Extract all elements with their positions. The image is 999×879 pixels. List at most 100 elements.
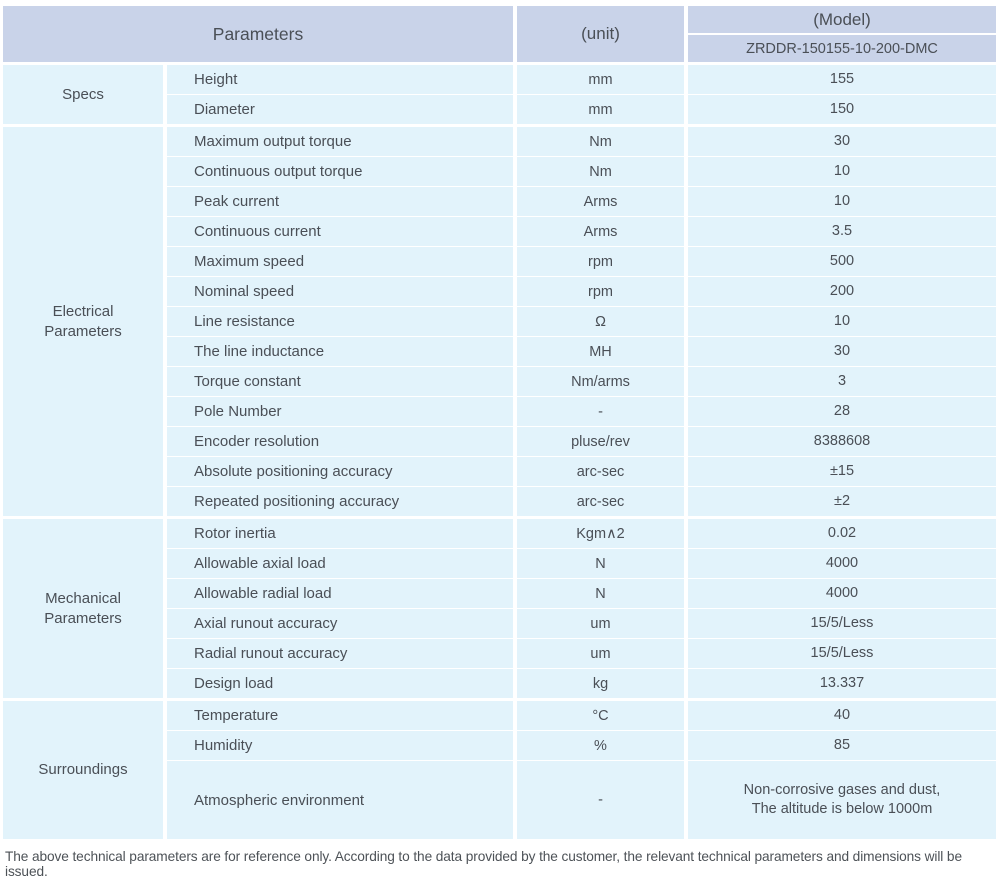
param-cell: Continuous output torque — [167, 157, 513, 186]
param-cell: Repeated positioning accuracy — [167, 487, 513, 516]
value-cell: 28 — [688, 397, 996, 426]
section-label-surroundings: Surroundings — [3, 701, 163, 839]
table-row: Nominal speed rpm 200 — [167, 277, 996, 306]
value-cell: 4000 — [688, 549, 996, 578]
unit-cell: °C — [517, 701, 684, 730]
table-row: Rotor inertia Kgm∧2 0.02 — [167, 519, 996, 548]
value-cell: 30 — [688, 337, 996, 366]
param-cell: Line resistance — [167, 307, 513, 336]
table-row: Torque constant Nm/arms 3 — [167, 367, 996, 396]
section-electrical-rows: Maximum output torque Nm 30 Continuous o… — [167, 127, 996, 516]
value-cell: 13.337 — [688, 669, 996, 698]
table-row: Diameter mm 150 — [167, 95, 996, 124]
section-specs-rows: Height mm 155 Diameter mm 150 — [167, 65, 996, 124]
param-cell: The line inductance — [167, 337, 513, 366]
table-row: Allowable radial load N 4000 — [167, 579, 996, 608]
param-cell: Peak current — [167, 187, 513, 216]
param-cell: Atmospheric environment — [167, 761, 513, 839]
section-surroundings-rows: Temperature °C 40 Humidity % 85 Atmosphe… — [167, 701, 996, 839]
value-cell: 4000 — [688, 579, 996, 608]
unit-cell: - — [517, 761, 684, 839]
param-cell: Encoder resolution — [167, 427, 513, 456]
value-cell: 30 — [688, 127, 996, 156]
table-row: Temperature °C 40 — [167, 701, 996, 730]
unit-cell: Arms — [517, 217, 684, 246]
value-cell: Non-corrosive gases and dust, The altitu… — [688, 761, 996, 839]
value-cell: 3 — [688, 367, 996, 396]
unit-cell: Kgm∧2 — [517, 519, 684, 548]
param-cell: Allowable radial load — [167, 579, 513, 608]
section-electrical: Electrical Parameters Maximum output tor… — [3, 127, 996, 516]
table-row: Line resistance Ω 10 — [167, 307, 996, 336]
unit-cell: arc-sec — [517, 487, 684, 516]
param-cell: Design load — [167, 669, 513, 698]
section-label-specs: Specs — [3, 65, 163, 124]
value-cell: 15/5/Less — [688, 639, 996, 668]
model-header-cell: (Model) — [688, 6, 996, 33]
section-mechanical-rows: Rotor inertia Kgm∧2 0.02 Allowable axial… — [167, 519, 996, 698]
table-row: Radial runout accuracy um 15/5/Less — [167, 639, 996, 668]
value-cell: 500 — [688, 247, 996, 276]
model-header-column: (Model) ZRDDR-150155-10-200-DMC — [688, 6, 996, 62]
param-cell: Pole Number — [167, 397, 513, 426]
param-cell: Axial runout accuracy — [167, 609, 513, 638]
table-row: Encoder resolution pluse/rev 8388608 — [167, 427, 996, 456]
unit-cell: MH — [517, 337, 684, 366]
table-row: Atmospheric environment - Non-corrosive … — [167, 761, 996, 839]
model-number-cell: ZRDDR-150155-10-200-DMC — [688, 35, 996, 62]
unit-cell: mm — [517, 65, 684, 94]
unit-cell: pluse/rev — [517, 427, 684, 456]
table-row: Axial runout accuracy um 15/5/Less — [167, 609, 996, 638]
value-cell: 10 — [688, 307, 996, 336]
section-mechanical: Mechanical Parameters Rotor inertia Kgm∧… — [3, 519, 996, 698]
table-header: Parameters (unit) (Model) ZRDDR-150155-1… — [3, 6, 996, 62]
unit-cell: Arms — [517, 187, 684, 216]
value-cell: 150 — [688, 95, 996, 124]
table-row: Design load kg 13.337 — [167, 669, 996, 698]
param-cell: Humidity — [167, 731, 513, 760]
table-row: Peak current Arms 10 — [167, 187, 996, 216]
value-cell: ±15 — [688, 457, 996, 486]
unit-header-cell: (unit) — [517, 6, 684, 62]
unit-cell: rpm — [517, 277, 684, 306]
unit-cell: Nm/arms — [517, 367, 684, 396]
footer-note: The above technical parameters are for r… — [5, 849, 962, 879]
section-surroundings: Surroundings Temperature °C 40 Humidity … — [3, 701, 996, 839]
table-row: Allowable axial load N 4000 — [167, 549, 996, 578]
table-row: Repeated positioning accuracy arc-sec ±2 — [167, 487, 996, 516]
param-cell: Maximum output torque — [167, 127, 513, 156]
value-cell: 85 — [688, 731, 996, 760]
param-cell: Radial runout accuracy — [167, 639, 513, 668]
unit-cell: um — [517, 639, 684, 668]
param-cell: Continuous current — [167, 217, 513, 246]
value-cell: 10 — [688, 157, 996, 186]
section-label-electrical: Electrical Parameters — [3, 127, 163, 516]
value-cell: 15/5/Less — [688, 609, 996, 638]
table-row: Continuous output torque Nm 10 — [167, 157, 996, 186]
param-cell: Allowable axial load — [167, 549, 513, 578]
value-cell: 40 — [688, 701, 996, 730]
param-cell: Torque constant — [167, 367, 513, 396]
unit-cell: um — [517, 609, 684, 638]
value-cell: 3.5 — [688, 217, 996, 246]
table-row: Absolute positioning accuracy arc-sec ±1… — [167, 457, 996, 486]
unit-cell: Nm — [517, 127, 684, 156]
unit-cell: Nm — [517, 157, 684, 186]
unit-cell: mm — [517, 95, 684, 124]
parameters-header-cell: Parameters — [3, 6, 513, 62]
param-cell: Diameter — [167, 95, 513, 124]
value-cell: 10 — [688, 187, 996, 216]
unit-cell: Ω — [517, 307, 684, 336]
value-cell: 0.02 — [688, 519, 996, 548]
unit-cell: rpm — [517, 247, 684, 276]
param-cell: Height — [167, 65, 513, 94]
param-cell: Maximum speed — [167, 247, 513, 276]
table-row: Height mm 155 — [167, 65, 996, 94]
unit-cell: N — [517, 549, 684, 578]
unit-cell: kg — [517, 669, 684, 698]
table-row: Continuous current Arms 3.5 — [167, 217, 996, 246]
section-specs: Specs Height mm 155 Diameter mm 150 — [3, 65, 996, 124]
section-label-mechanical: Mechanical Parameters — [3, 519, 163, 698]
param-cell: Rotor inertia — [167, 519, 513, 548]
